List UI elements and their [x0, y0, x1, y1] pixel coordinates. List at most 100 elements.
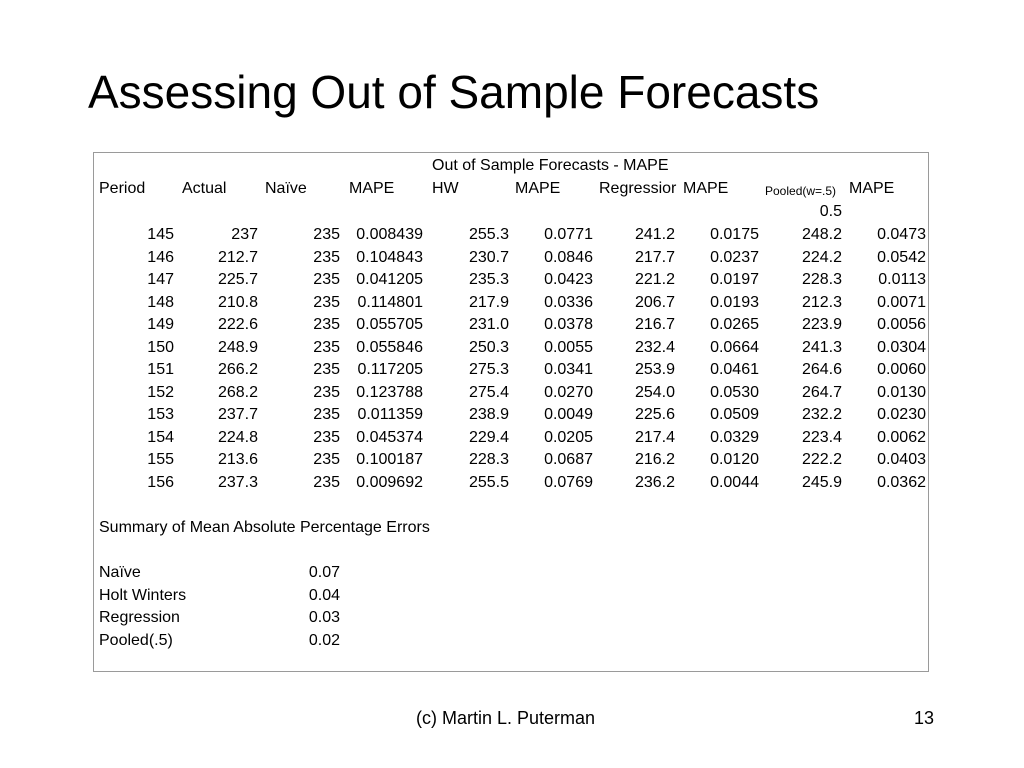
column-header: Actual: [182, 180, 227, 197]
table-cell: 0.009692: [356, 474, 423, 491]
table-cell: 275.3: [468, 361, 509, 378]
table-cell: 0.0230: [877, 406, 926, 423]
table-cell: 235: [313, 339, 340, 356]
table-cell: 0.055705: [356, 316, 423, 333]
table-cell: 235: [313, 429, 340, 446]
table-cell: 0.0769: [544, 474, 593, 491]
summary-label: Regression: [99, 609, 180, 626]
table-cell: 237: [231, 226, 258, 243]
table-cell: 146: [147, 249, 174, 266]
table-cell: 0.0060: [877, 361, 926, 378]
table-cell: 206.7: [634, 294, 675, 311]
table-cell: 0.055846: [356, 339, 423, 356]
forecast-table: Out of Sample Forecasts - MAPE Period Actu…: [93, 152, 929, 672]
table-cell: 241.3: [801, 339, 842, 356]
table-cell: 238.9: [468, 406, 509, 423]
table-cell: 216.7: [634, 316, 675, 333]
column-header: MAPE: [349, 180, 395, 197]
table-cell: 250.3: [468, 339, 509, 356]
table-cell: 224.8: [217, 429, 258, 446]
table-cell: 232.2: [801, 406, 842, 423]
table-cell: 149: [147, 316, 174, 333]
table-cell: 0.0687: [544, 451, 593, 468]
column-header: MAPE: [849, 180, 895, 197]
table-cell: 264.6: [801, 361, 842, 378]
table-cell: 213.6: [217, 451, 258, 468]
table-cell: 0.0120: [710, 451, 759, 468]
table-cell: 0.008439: [356, 226, 423, 243]
summary-value: 0.07: [308, 564, 340, 581]
table-cell: 0.114801: [357, 294, 423, 311]
table-cell: 0.0341: [544, 361, 593, 378]
table-cell: 145: [147, 226, 174, 243]
table-cell: 235: [313, 361, 340, 378]
table-cell: 0.0113: [878, 271, 926, 288]
footer-credit: (c) Martin L. Puterman: [416, 708, 596, 728]
table-cell: 237.3: [217, 474, 258, 491]
column-header: MAPE: [515, 180, 561, 197]
column-header: HW: [432, 180, 459, 197]
table-cell: 0.0423: [544, 271, 593, 288]
table-cell: 212.3: [801, 294, 842, 311]
table-cell: 0.0542: [877, 249, 926, 266]
table-cell: 0.0237: [710, 249, 759, 266]
column-header: Pooled(w=.5): [765, 184, 837, 198]
table-cell: 221.2: [634, 271, 675, 288]
summary-label: Naïve: [99, 564, 141, 581]
table-cell: 151: [147, 361, 174, 378]
table-cell: 235: [313, 271, 340, 288]
table-cell: 237.7: [217, 406, 258, 423]
table-cell: 225.7: [217, 271, 258, 288]
summary-value: 0.03: [308, 609, 340, 626]
table-cell: 0.041205: [356, 271, 423, 288]
table-cell: 0.0378: [544, 316, 593, 333]
table-cell: 212.7: [217, 249, 258, 266]
summary-title: Summary of Mean Absolute Percentage Erro…: [99, 519, 430, 536]
table-cell: 0.0846: [544, 249, 593, 266]
table-cell: 156: [147, 474, 174, 491]
table-cell: 0.117205: [357, 361, 423, 378]
summary-label: Holt Winters: [99, 587, 187, 604]
table-cell: 222.2: [801, 451, 842, 468]
table-cell: 0.0664: [710, 339, 759, 356]
table-cell: 229.4: [468, 429, 509, 446]
table-cell: 0.011359: [357, 406, 423, 423]
table-cell: 148: [147, 294, 174, 311]
table-cell: 210.8: [217, 294, 258, 311]
table-cell: 223.4: [801, 429, 842, 446]
table-cell: 264.7: [801, 384, 842, 401]
table-cell: 224.2: [801, 249, 842, 266]
table-cell: 223.9: [801, 316, 842, 333]
table-cell: 235: [313, 249, 340, 266]
table-cell: 235: [313, 451, 340, 468]
table-cell: 152: [147, 384, 174, 401]
table-cell: 230.7: [468, 249, 509, 266]
table-cell: 0.0044: [710, 474, 759, 491]
table-cell: 0.0270: [544, 384, 593, 401]
table-cell: 248.2: [801, 226, 842, 243]
table-cell: 0.0049: [544, 406, 593, 423]
table-cell: 266.2: [217, 361, 258, 378]
table-cell: 225.6: [634, 406, 675, 423]
table-cell: 217.7: [634, 249, 675, 266]
table-cell: 268.2: [217, 384, 258, 401]
table-cell: 253.9: [634, 361, 675, 378]
table-cell: 235: [313, 384, 340, 401]
table-cell: 235: [313, 316, 340, 333]
summary-label: Pooled(.5): [99, 632, 173, 649]
table-cell: 0.0062: [877, 429, 926, 446]
table-cell: 153: [147, 406, 174, 423]
table-cell: 0.0461: [710, 361, 759, 378]
table-cell: 0.0304: [877, 339, 926, 356]
table-cell: 0.100187: [356, 451, 423, 468]
table-cell: 235.3: [468, 271, 509, 288]
table-cell: 0.104843: [356, 249, 423, 266]
table-cell: 254.0: [634, 384, 675, 401]
table-cell: 0.0205: [544, 429, 593, 446]
table-cell: 0.0473: [877, 226, 926, 243]
table-cell: 0.0197: [710, 271, 759, 288]
table-cell: 0.0771: [544, 226, 593, 243]
table-cell: 0.0362: [877, 474, 926, 491]
table-cell: 275.4: [468, 384, 509, 401]
table-cell: 235: [313, 406, 340, 423]
